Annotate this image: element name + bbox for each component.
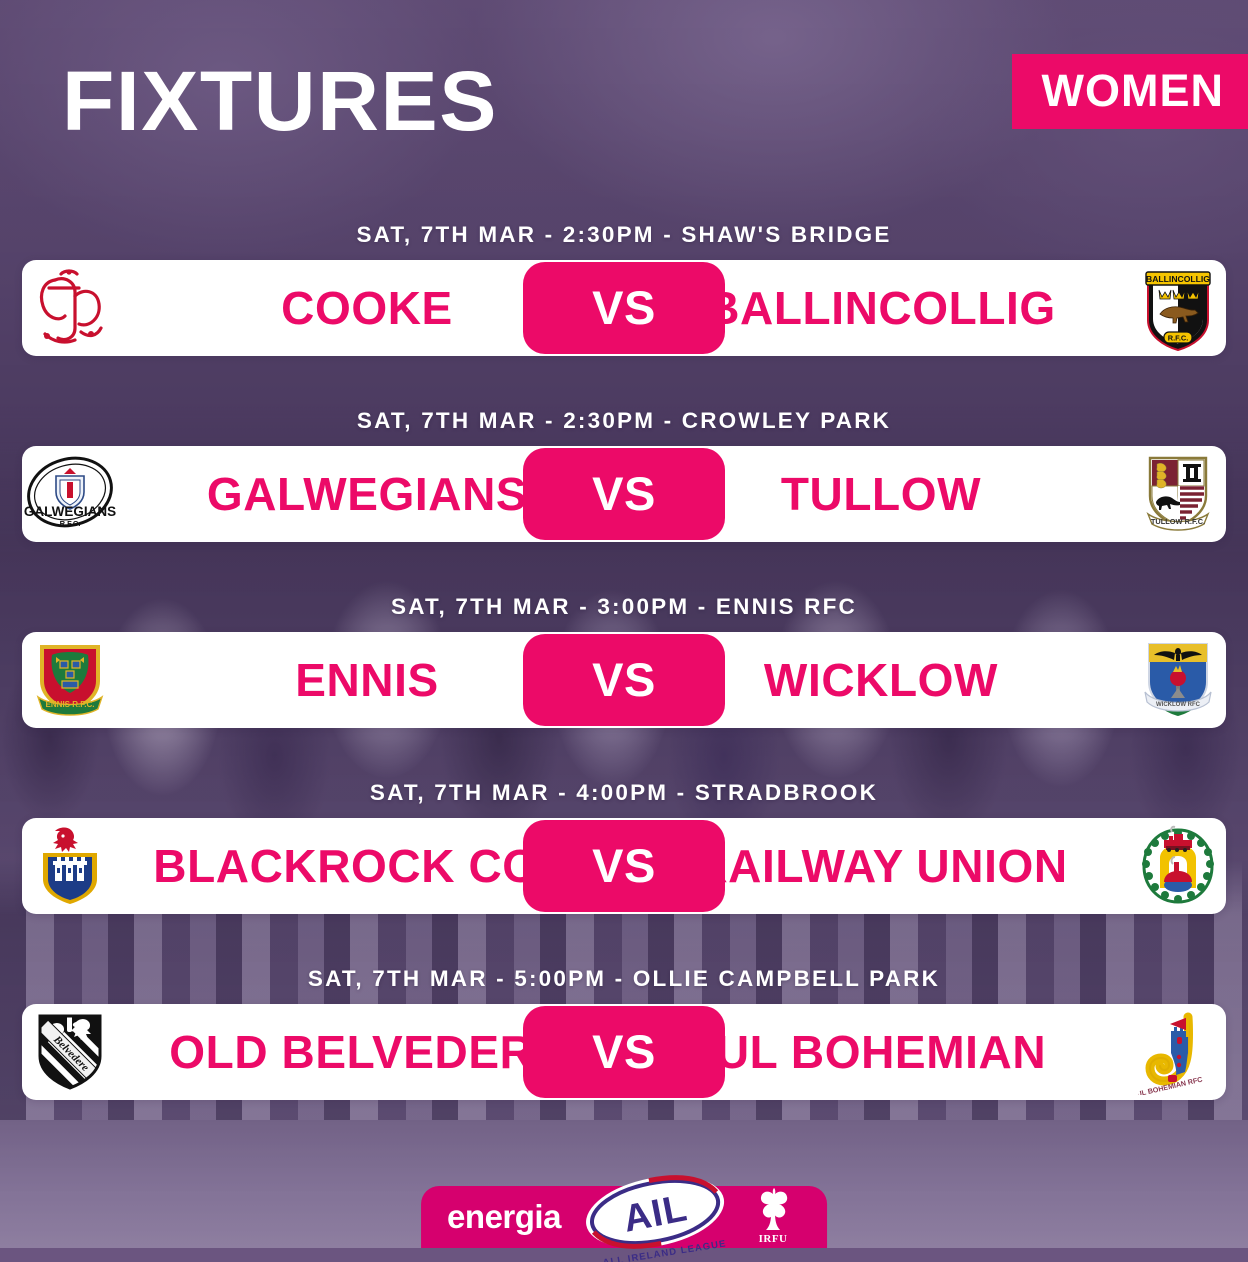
fixture-row: SAT, 7TH MAR - 3:00PM - ENNIS RFC xyxy=(0,594,1248,782)
svg-text:TULLOW R.F.C.: TULLOW R.F.C. xyxy=(1151,517,1205,526)
old-belvedere-crest: Belvedere xyxy=(22,1004,118,1100)
svg-text:GALWEGIANS: GALWEGIANS xyxy=(24,504,116,519)
blackrock-college-crest xyxy=(22,818,118,914)
vs-badge: VS xyxy=(523,633,725,726)
fixture-row: SAT, 7TH MAR - 5:00PM - OLLIE CAMPBELL P… xyxy=(0,966,1248,1154)
galwegians-crest: GALWEGIANS R.F.C. xyxy=(22,446,118,542)
cooke-crest xyxy=(22,260,118,356)
away-team-name: RAILWAY UNION xyxy=(694,842,1068,889)
home-team-name: BLACKROCK COL. xyxy=(153,842,581,889)
svg-text:WICKLOW RFC: WICKLOW RFC xyxy=(1156,702,1201,708)
home-team-name: ENNIS xyxy=(295,656,439,703)
fixture-meta: SAT, 7TH MAR - 5:00PM - OLLIE CAMPBELL P… xyxy=(307,966,941,991)
fixture-card[interactable]: Belvedere OLD BELVEDERE UL BOHEMIAN xyxy=(22,1003,1226,1100)
railway-union-crest xyxy=(1130,818,1226,914)
fixture-row: SAT, 7TH MAR - 2:30PM - SHAW'S BRIDGE xyxy=(0,222,1248,410)
ail-logo: AIL ALL IRELAND LEAGUE xyxy=(579,1175,727,1262)
vs-badge: VS xyxy=(523,261,725,354)
ennis-crest: ENNIS R.F.C. xyxy=(22,632,118,728)
fixture-meta: SAT, 7TH MAR - 4:00PM - STRADBROOK xyxy=(369,780,879,805)
away-team-name: WICKLOW xyxy=(763,656,999,703)
away-team-name: TULLOW xyxy=(780,470,982,517)
fixture-row: SAT, 7TH MAR - 4:00PM - STRADBROOK xyxy=(0,780,1248,968)
svg-text:R.F.C.: R.F.C. xyxy=(1168,333,1189,342)
fixture-card[interactable]: ENNIS R.F.C. ENNIS WICKLOW xyxy=(22,631,1226,728)
svg-text:ENNIS R.F.C.: ENNIS R.F.C. xyxy=(46,700,95,709)
fixture-row: SAT, 7TH MAR - 2:30PM - CROWLEY PARK GAL… xyxy=(0,408,1248,596)
svg-text:R.F.C.: R.F.C. xyxy=(60,519,81,528)
energia-logo: energia xyxy=(447,1197,561,1235)
fixture-card[interactable]: BLACKROCK COL. RAILWAY UNION xyxy=(22,817,1226,914)
vs-badge: VS xyxy=(523,819,725,912)
fixture-meta: SAT, 7TH MAR - 2:30PM - SHAW'S BRIDGE xyxy=(356,222,892,247)
away-team-name: UL BOHEMIAN xyxy=(715,1028,1047,1075)
ul-bohemian-crest: UL BOHEMIAN RFC xyxy=(1130,1004,1226,1100)
vs-badge: VS xyxy=(523,447,725,540)
svg-text:BALLINCOLLIG: BALLINCOLLIG xyxy=(1146,274,1210,284)
fixtures-list: SAT, 7TH MAR - 2:30PM - SHAW'S BRIDGE xyxy=(0,222,1248,1154)
away-team-name: BALLINCOLLIG xyxy=(706,284,1056,331)
page-title: FIXTURES xyxy=(62,54,498,148)
fixture-card[interactable]: GALWEGIANS R.F.C. GALWEGIANS TULLOW xyxy=(22,445,1226,542)
irfu-logo: IRFU xyxy=(745,1188,801,1246)
footer-sponsor-bar: energia AIL ALL IRELAND LEAGUE xyxy=(421,1175,827,1262)
home-team-name: OLD BELVEDERE xyxy=(169,1028,565,1075)
svg-text:IRFU: IRFU xyxy=(759,1233,788,1245)
tullow-crest: TULLOW R.F.C. xyxy=(1130,446,1226,542)
home-team-name: COOKE xyxy=(281,284,453,331)
fixture-meta: SAT, 7TH MAR - 3:00PM - ENNIS RFC xyxy=(391,594,857,619)
category-badge-women: WOMEN xyxy=(1011,54,1248,129)
header: FIXTURES WOMEN xyxy=(0,46,1248,156)
wicklow-crest: WICKLOW RFC xyxy=(1130,632,1226,728)
vs-badge: VS xyxy=(523,1005,725,1098)
ballincollig-crest: BALLINCOLLIG R.F.C. xyxy=(1130,260,1226,356)
fixture-card[interactable]: COOKE BALLINCOLLIG BALLINCOLLIG xyxy=(22,259,1226,356)
home-team-name: GALWEGIANS xyxy=(206,470,528,517)
fixture-meta: SAT, 7TH MAR - 2:30PM - CROWLEY PARK xyxy=(356,408,892,433)
